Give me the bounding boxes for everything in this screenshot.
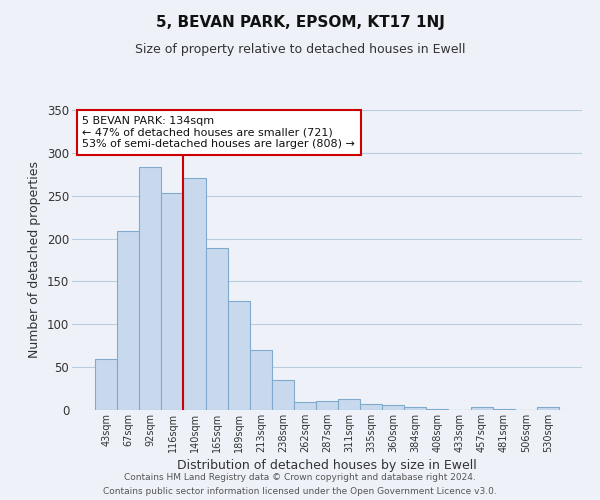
Bar bbox=[139, 168, 161, 410]
Text: Size of property relative to detached houses in Ewell: Size of property relative to detached ho… bbox=[135, 42, 465, 56]
Text: 5 BEVAN PARK: 134sqm
← 47% of detached houses are smaller (721)
53% of semi-deta: 5 BEVAN PARK: 134sqm ← 47% of detached h… bbox=[82, 116, 355, 149]
Text: 5, BEVAN PARK, EPSOM, KT17 1NJ: 5, BEVAN PARK, EPSOM, KT17 1NJ bbox=[155, 15, 445, 30]
Y-axis label: Number of detached properties: Number of detached properties bbox=[28, 162, 41, 358]
Bar bbox=[537, 408, 559, 410]
Text: Contains HM Land Registry data © Crown copyright and database right 2024.: Contains HM Land Registry data © Crown c… bbox=[124, 473, 476, 482]
Bar bbox=[470, 408, 493, 410]
Bar bbox=[294, 402, 316, 410]
Bar bbox=[493, 409, 515, 410]
Bar bbox=[404, 406, 427, 410]
Bar bbox=[227, 301, 250, 410]
Bar bbox=[272, 380, 294, 410]
Bar bbox=[338, 399, 360, 410]
Bar bbox=[382, 405, 404, 410]
X-axis label: Distribution of detached houses by size in Ewell: Distribution of detached houses by size … bbox=[177, 459, 477, 472]
Bar bbox=[316, 402, 338, 410]
Bar bbox=[427, 409, 448, 410]
Bar bbox=[161, 193, 184, 410]
Text: Contains public sector information licensed under the Open Government Licence v3: Contains public sector information licen… bbox=[103, 486, 497, 496]
Bar bbox=[250, 350, 272, 410]
Bar bbox=[184, 178, 206, 410]
Bar bbox=[360, 404, 382, 410]
Bar bbox=[117, 231, 139, 410]
Bar bbox=[206, 248, 227, 410]
Bar bbox=[95, 360, 117, 410]
